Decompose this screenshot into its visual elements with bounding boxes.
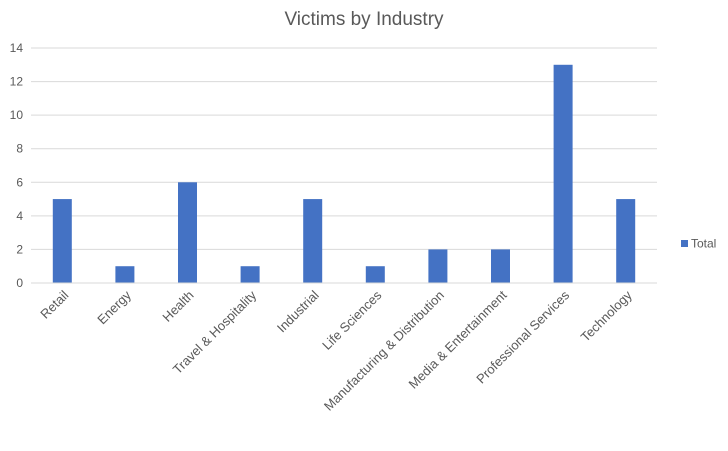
bars bbox=[52, 64, 636, 284]
y-tick-label: 2 bbox=[16, 242, 23, 256]
x-category-label: Technology bbox=[578, 287, 635, 344]
bar bbox=[365, 266, 385, 283]
gridlines bbox=[31, 47, 657, 250]
bar bbox=[52, 199, 72, 283]
bar bbox=[616, 199, 636, 283]
y-tick-label: 14 bbox=[10, 41, 24, 55]
y-tick-label: 4 bbox=[16, 209, 23, 223]
chart-title: Victims by Industry bbox=[284, 9, 444, 30]
x-category-label: Life Sciences bbox=[319, 287, 385, 353]
x-category-label: Industrial bbox=[274, 287, 322, 335]
legend-label-total: Total bbox=[691, 237, 716, 251]
legend: Total bbox=[681, 237, 716, 251]
bar bbox=[553, 64, 573, 284]
x-category-label: Health bbox=[159, 288, 196, 325]
y-tick-label: 8 bbox=[16, 142, 23, 156]
x-category-label: Energy bbox=[94, 287, 134, 327]
y-tick-label: 10 bbox=[10, 108, 24, 122]
y-tick-label: 0 bbox=[16, 276, 23, 290]
bar bbox=[115, 266, 135, 283]
legend-swatch-total bbox=[681, 240, 688, 247]
bar bbox=[428, 249, 448, 283]
y-tick-label: 6 bbox=[16, 175, 23, 189]
bar bbox=[491, 249, 510, 283]
bar bbox=[303, 199, 323, 283]
y-axis-ticks: 0 2 4 6 8 10 12 14 bbox=[10, 41, 24, 290]
x-category-label: Manufacturing & Distribution bbox=[321, 288, 447, 414]
x-category-label: Retail bbox=[37, 287, 71, 321]
y-tick-label: 12 bbox=[10, 75, 24, 89]
bar bbox=[240, 266, 260, 283]
bar bbox=[178, 182, 197, 283]
